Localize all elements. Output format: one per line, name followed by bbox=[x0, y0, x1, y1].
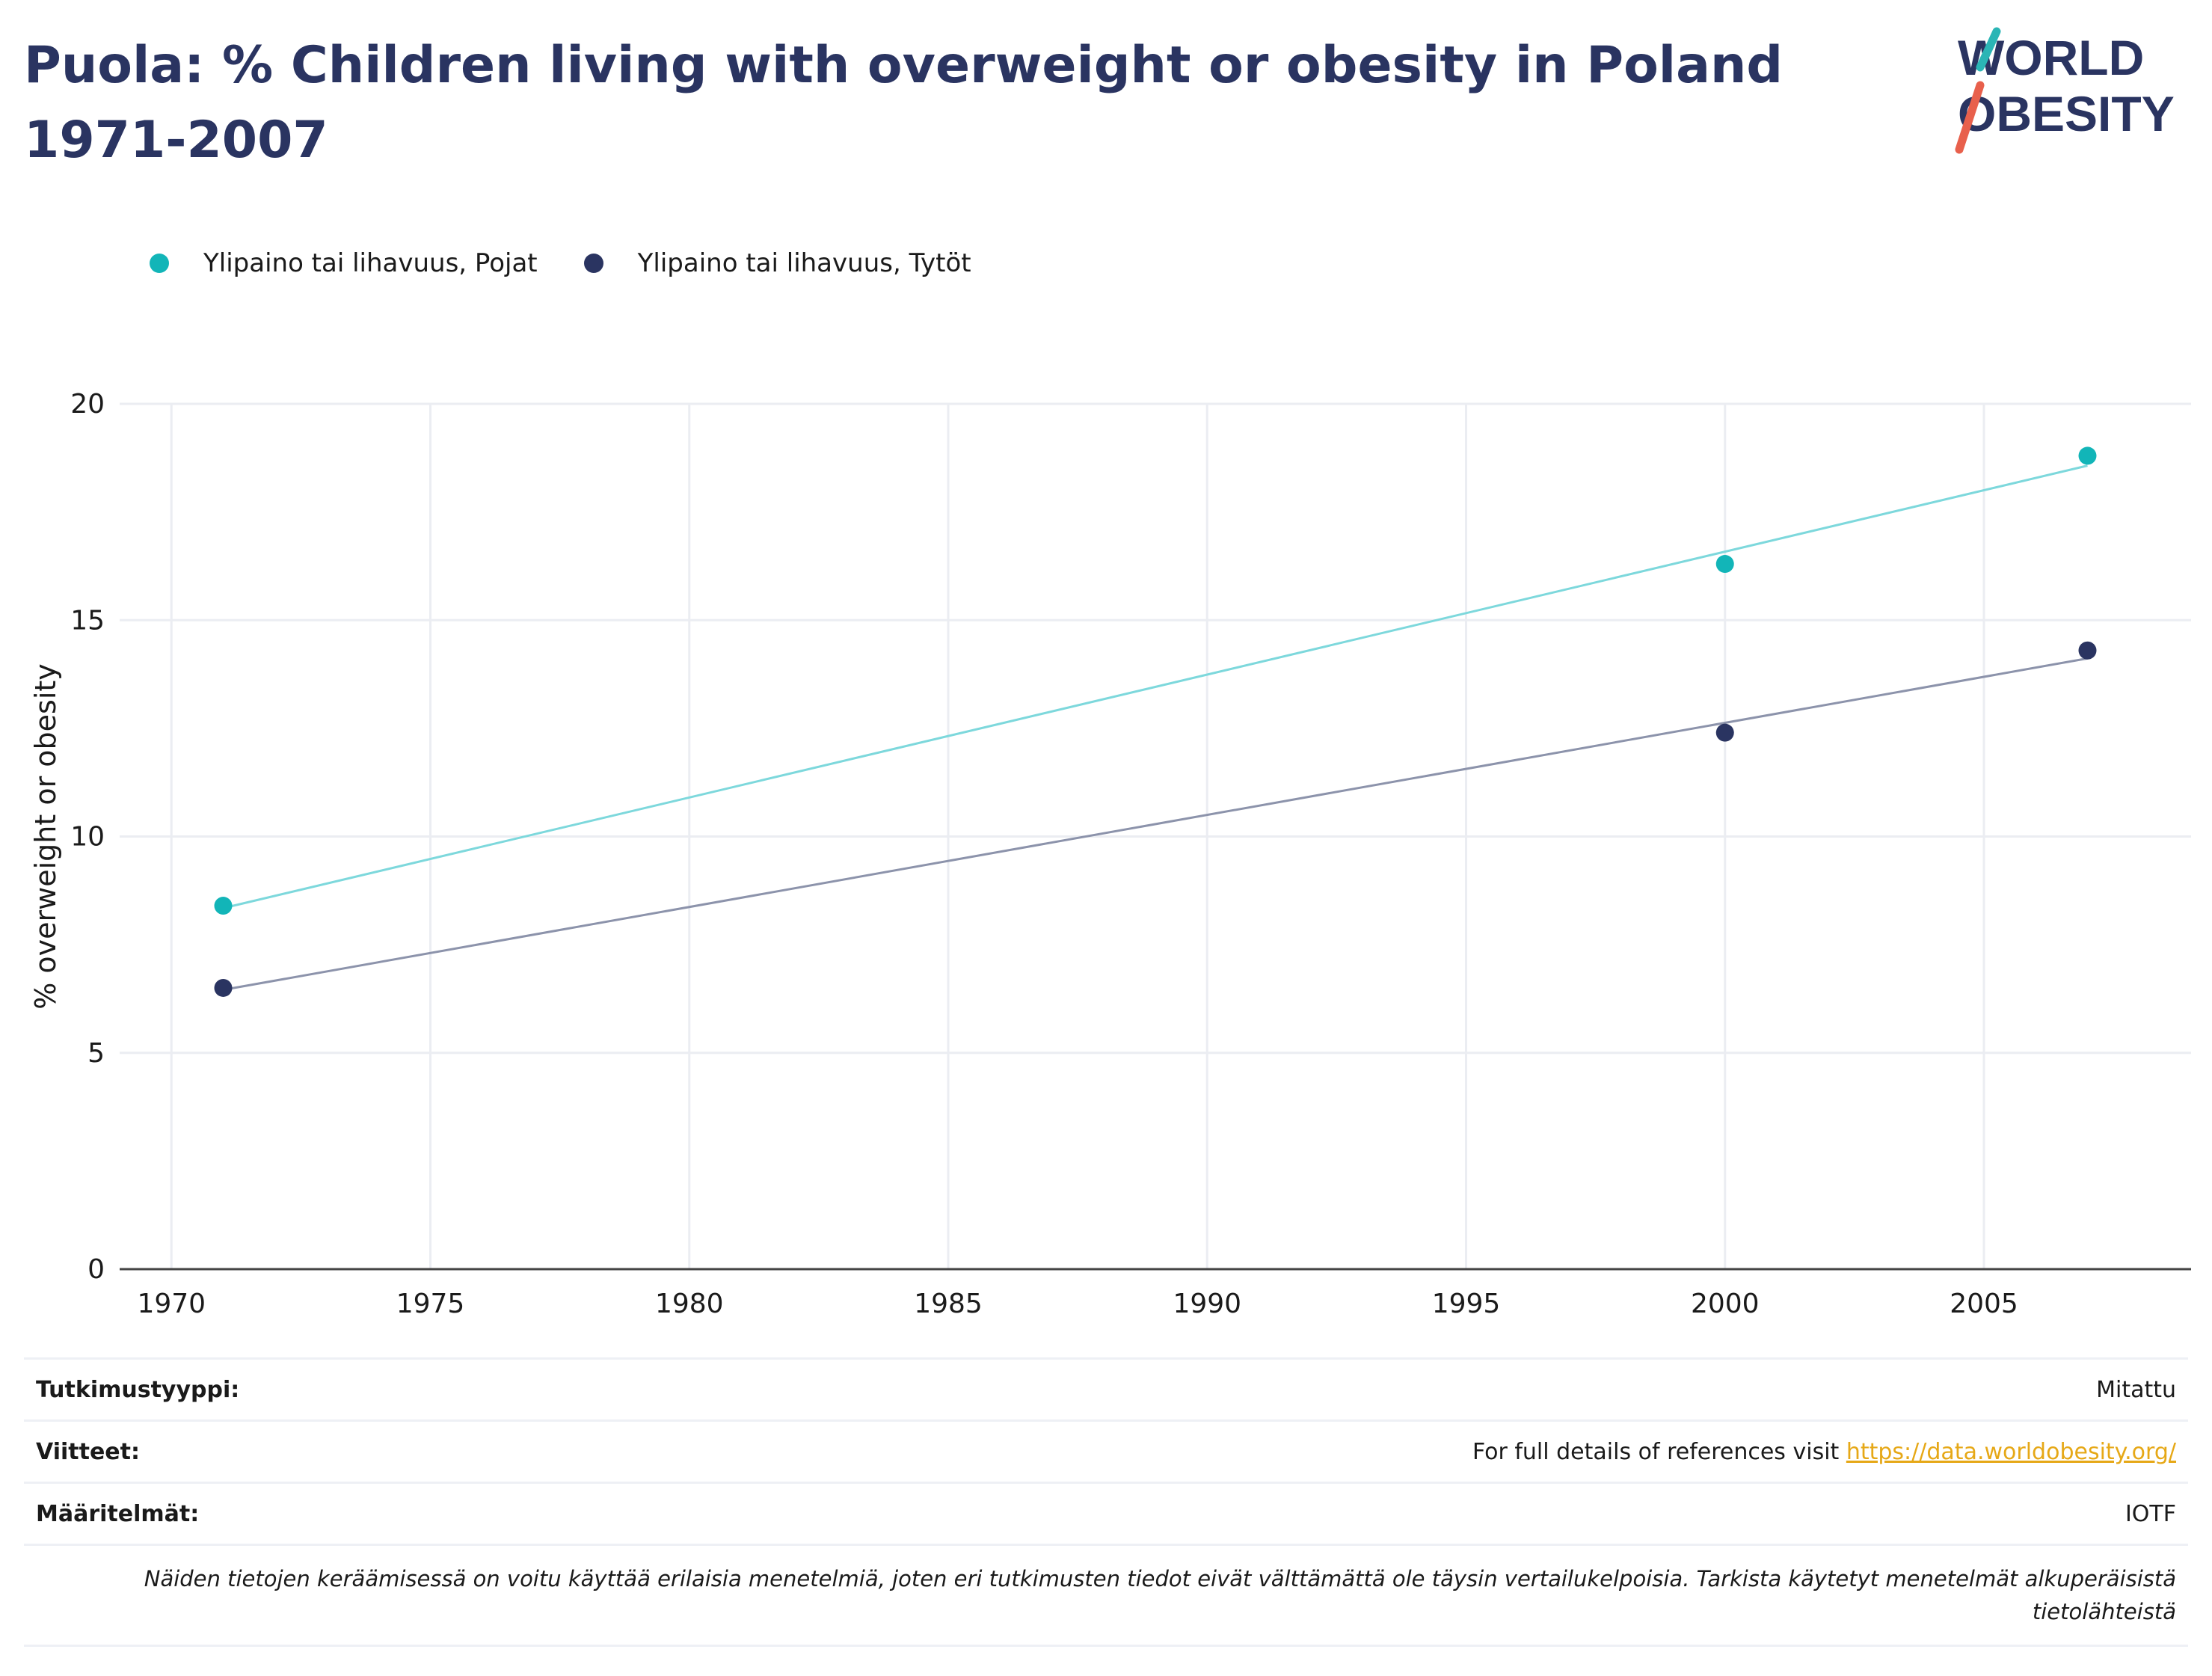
info-key-study-type: Tutkimustyyppi: bbox=[36, 1376, 240, 1403]
chart-title: Puola: % Children living with overweight… bbox=[24, 36, 1784, 170]
info-row-definitions: Määritelmät: IOTF bbox=[24, 1482, 2188, 1544]
info-table: Tutkimustyyppi: Mitattu Viitteet: For fu… bbox=[24, 1357, 2188, 1647]
y-axis-title: % overweight or obesity bbox=[29, 663, 62, 1010]
legend-marker-pojat bbox=[150, 254, 169, 273]
info-value-study-type: Mitattu bbox=[2096, 1376, 2176, 1403]
data-point-series-1 bbox=[1715, 723, 1734, 742]
data-point-series-0 bbox=[2078, 446, 2097, 465]
legend-item-pojat[interactable]: Ylipaino tai lihavuus, Pojat bbox=[150, 248, 538, 278]
legend-label-pojat: Ylipaino tai lihavuus, Pojat bbox=[203, 248, 538, 278]
x-tick-label: 1990 bbox=[1173, 1289, 1241, 1319]
x-tick-label: 1980 bbox=[655, 1289, 724, 1319]
x-tick-label: 1985 bbox=[914, 1289, 983, 1319]
trendline-series-0 bbox=[223, 464, 2088, 909]
y-tick-label: 15 bbox=[70, 605, 105, 636]
info-value-definitions: IOTF bbox=[2125, 1500, 2176, 1527]
data-point-series-1 bbox=[2078, 641, 2097, 660]
y-tick-label: 5 bbox=[87, 1038, 105, 1069]
svg-text:OBESITY: OBESITY bbox=[1958, 86, 2175, 141]
trendline-series-1 bbox=[223, 657, 2088, 992]
x-tick-label: 2005 bbox=[1950, 1289, 2018, 1319]
data-point-series-1 bbox=[214, 978, 233, 997]
info-key-references: Viitteet: bbox=[36, 1438, 140, 1465]
legend-label-tytot: Ylipaino tai lihavuus, Tytöt bbox=[637, 248, 971, 278]
legend-item-tytot[interactable]: Ylipaino tai lihavuus, Tytöt bbox=[583, 248, 971, 278]
x-tick-label: 2000 bbox=[1691, 1289, 1760, 1319]
info-key-definitions: Määritelmät: bbox=[36, 1500, 200, 1527]
info-row-references: Viitteet: For full details of references… bbox=[24, 1419, 2188, 1482]
y-tick-label: 10 bbox=[70, 822, 105, 853]
info-value-references: For full details of references visit htt… bbox=[1472, 1439, 2176, 1465]
legend: Ylipaino tai lihavuus, Pojat Ylipaino ta… bbox=[150, 247, 1018, 280]
x-tick-label: 1975 bbox=[396, 1289, 465, 1319]
references-link[interactable]: https://data.worldobesity.org/ bbox=[1846, 1438, 2176, 1465]
data-point-series-0 bbox=[214, 897, 233, 915]
data-point-series-0 bbox=[1715, 555, 1734, 574]
legend-marker-tytot bbox=[583, 254, 603, 273]
x-tick-label: 1970 bbox=[137, 1289, 206, 1319]
references-text: For full details of references visit bbox=[1472, 1438, 1846, 1465]
x-tick-label: 1995 bbox=[1432, 1289, 1501, 1319]
methodology-note: Näiden tietojen keräämisessä on voitu kä… bbox=[24, 1544, 2188, 1647]
world-obesity-logo: WORLD OBESITY bbox=[1955, 27, 2175, 154]
y-tick-label: 0 bbox=[87, 1254, 105, 1285]
y-tick-label: 20 bbox=[70, 389, 105, 420]
info-row-study-type: Tutkimustyyppi: Mitattu bbox=[24, 1357, 2188, 1419]
chart-plot: 1970 1975 1980 1985 1990 1995 2000 2005 0 5 10 15 20… bbox=[29, 389, 2191, 1319]
